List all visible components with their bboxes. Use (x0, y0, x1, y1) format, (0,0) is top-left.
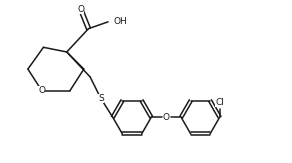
Text: O: O (77, 5, 84, 14)
Text: OH: OH (114, 17, 127, 26)
Text: Cl: Cl (215, 98, 224, 107)
Text: S: S (98, 94, 104, 103)
Text: O: O (38, 86, 45, 95)
Text: O: O (163, 113, 170, 122)
